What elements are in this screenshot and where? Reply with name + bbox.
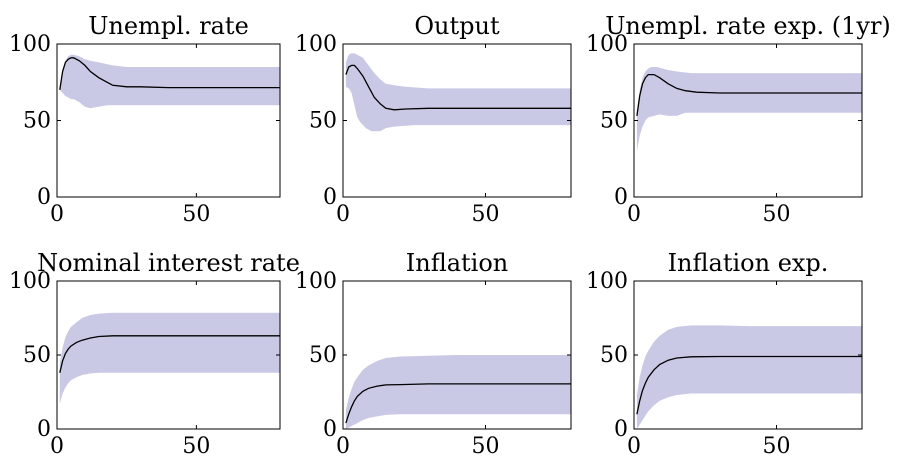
confidence-band <box>345 355 571 429</box>
panel-5: 0 50 100 0 50 Inflation <box>295 249 572 459</box>
y-tick-label: 100 <box>295 32 337 57</box>
y-tick-label: 0 <box>614 417 628 442</box>
panel-title: Unempl. rate exp. (1yr) <box>605 12 891 40</box>
confidence-band <box>59 312 280 404</box>
y-tick-label: 50 <box>23 109 51 134</box>
confidence-band <box>636 325 862 429</box>
panel-title: Inflation exp. <box>668 249 829 277</box>
confidence-band <box>345 53 571 132</box>
y-tick-label: 0 <box>323 185 337 210</box>
median-line <box>59 335 280 373</box>
y-tick-label: 0 <box>37 417 51 442</box>
axes-box <box>633 43 863 198</box>
panel-1: 0 50 100 0 50 Unempl. rate <box>9 12 281 227</box>
y-tick-label: 0 <box>37 185 51 210</box>
panel-title: Output <box>414 12 500 40</box>
panel-3: 0 50 100 0 50 Unempl. rate exp. (1yr) <box>586 12 891 227</box>
x-tick-label: 50 <box>182 434 210 459</box>
y-tick-label: 50 <box>600 343 628 368</box>
panel-title: Unempl. rate <box>88 12 249 40</box>
median-line <box>345 64 571 111</box>
panel-2: 0 50 100 0 50 Output <box>295 12 572 227</box>
median-line <box>59 57 280 90</box>
median-line <box>636 73 862 116</box>
y-tick-label: 50 <box>309 109 337 134</box>
median-line <box>345 383 571 424</box>
y-tick-label: 100 <box>295 269 337 294</box>
y-tick-label: 50 <box>23 343 51 368</box>
x-tick-label: 50 <box>472 202 500 227</box>
y-tick-label: 100 <box>586 269 628 294</box>
y-tick-label: 100 <box>586 32 628 57</box>
y-tick-label: 100 <box>9 32 51 57</box>
panel-4: 0 50 100 0 50 Nominal interest rate <box>9 249 300 459</box>
x-tick-label: 0 <box>627 434 641 459</box>
y-tick-label: 100 <box>9 269 51 294</box>
y-tick-label: 0 <box>323 417 337 442</box>
confidence-band <box>59 54 280 109</box>
y-tick-label: 50 <box>309 343 337 368</box>
x-tick-label: 0 <box>336 434 350 459</box>
x-tick-label: 0 <box>627 202 641 227</box>
panel-title: Inflation <box>406 249 508 277</box>
x-tick-label: 0 <box>50 202 64 227</box>
x-tick-label: 50 <box>182 202 210 227</box>
x-tick-label: 50 <box>763 202 791 227</box>
median-line <box>636 355 862 415</box>
panel-title: Nominal interest rate <box>37 249 300 277</box>
panel-6: 0 50 100 0 50 Inflation exp. <box>586 249 863 459</box>
x-tick-label: 0 <box>50 434 64 459</box>
y-tick-label: 50 <box>600 109 628 134</box>
x-tick-label: 0 <box>336 202 350 227</box>
confidence-band <box>636 67 862 152</box>
x-tick-label: 50 <box>763 434 791 459</box>
x-tick-label: 50 <box>472 434 500 459</box>
y-tick-label: 0 <box>614 185 628 210</box>
